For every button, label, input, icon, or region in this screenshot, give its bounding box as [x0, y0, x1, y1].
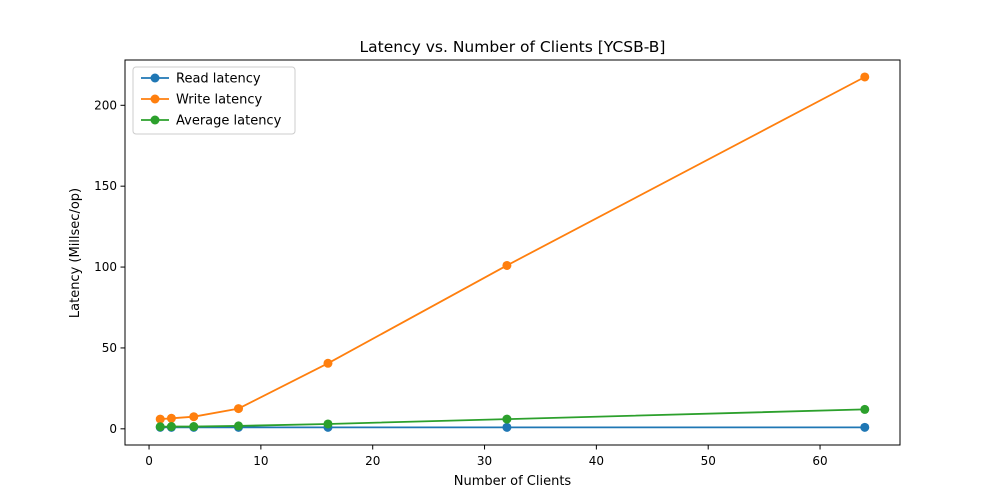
series-2-point-3 [234, 421, 244, 431]
x-tick-label: 10 [253, 454, 268, 468]
plot-frame [124, 59, 901, 446]
y-tick-label: 200 [94, 98, 117, 112]
x-tick-label: 60 [812, 454, 827, 468]
legend: Read latency Write latency Average latency [132, 66, 296, 135]
legend-marker-1 [150, 94, 160, 104]
x-tick-label: 30 [477, 454, 492, 468]
series-2-point-4 [323, 419, 333, 429]
x-tick-label: 0 [145, 454, 153, 468]
y-axis-label: Latency (Millsec/op) [68, 188, 83, 318]
series-2-point-5 [502, 414, 512, 424]
legend-label-2: Average latency [176, 114, 282, 129]
plot-area: 0 10 20 30 40 50 60 0 50 100 150 200 [94, 59, 901, 468]
legend-label-0: Read latency [176, 72, 261, 87]
series-2-point-6 [860, 404, 870, 414]
series-2-point-2 [189, 422, 199, 432]
series-1-point-6 [860, 72, 870, 82]
chart-title: Latency vs. Number of Clients [YCSB-B] [360, 38, 666, 56]
series-1-point-2 [189, 412, 199, 422]
series-2-point-1 [166, 422, 176, 432]
x-axis-label: Number of Clients [454, 474, 572, 489]
series-1-point-5 [502, 260, 512, 270]
series-0-point-6 [860, 422, 870, 432]
y-tick-label: 100 [94, 260, 117, 274]
legend-box [132, 66, 296, 135]
legend-marker-0 [150, 73, 160, 83]
series-1-point-0 [155, 414, 165, 424]
legend-marker-2 [150, 115, 160, 125]
y-tick-label: 0 [109, 422, 117, 436]
series-1-point-1 [166, 413, 176, 423]
y-tick-label: 150 [94, 179, 117, 193]
series-0-point-5 [502, 422, 512, 432]
series-1-point-4 [323, 358, 333, 368]
series-1-point-3 [234, 404, 244, 414]
y-tick-label: 50 [102, 341, 117, 355]
x-tick-label: 50 [701, 454, 716, 468]
series-2-point-0 [155, 422, 165, 432]
x-tick-label: 20 [365, 454, 380, 468]
x-tick-label: 40 [589, 454, 604, 468]
legend-label-1: Write latency [176, 93, 263, 108]
